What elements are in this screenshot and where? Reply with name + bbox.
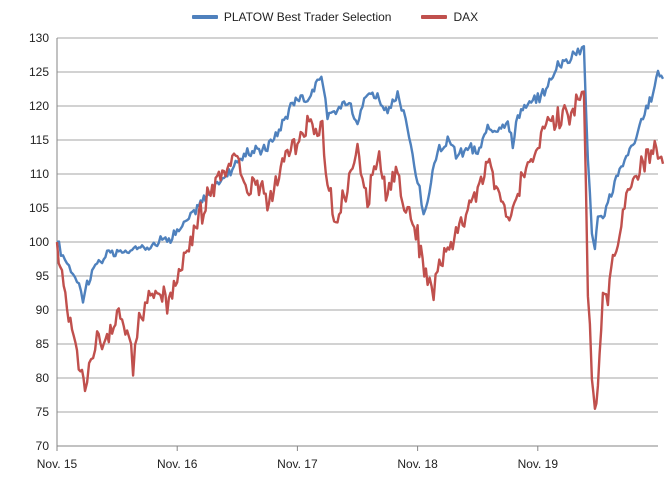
y-tick-label-80: 80 xyxy=(36,371,50,385)
y-tick-label-130: 130 xyxy=(29,31,49,45)
legend-swatch-dax xyxy=(421,15,448,19)
y-tick-label-115: 115 xyxy=(30,133,49,147)
x-tick-label-2: Nov. 17 xyxy=(277,457,318,471)
legend-item-dax: DAX xyxy=(421,10,478,24)
legend: PLATOW Best Trader Selection DAX xyxy=(0,10,670,24)
x-tick-label-0: Nov. 15 xyxy=(37,457,78,471)
y-tick-label-110: 110 xyxy=(30,167,49,181)
y-tick-label-70: 70 xyxy=(36,439,50,453)
y-tick-label-95: 95 xyxy=(36,269,50,283)
y-tick-label-120: 120 xyxy=(29,99,49,113)
y-tick-label-85: 85 xyxy=(36,337,50,351)
x-tick-label-1: Nov. 16 xyxy=(157,457,198,471)
x-tick-label-3: Nov. 18 xyxy=(397,457,438,471)
legend-label-dax: DAX xyxy=(453,10,479,24)
x-tick-label-4: Nov. 19 xyxy=(518,457,559,471)
series-line-platow xyxy=(56,45,665,304)
y-tick-label-100: 100 xyxy=(29,235,49,249)
y-tick-label-90: 90 xyxy=(36,303,50,317)
legend-swatch-platow xyxy=(191,15,218,19)
series-line-dax xyxy=(55,90,665,410)
y-tick-label-75: 75 xyxy=(36,405,50,419)
legend-item-platow: PLATOW Best Trader Selection xyxy=(191,10,392,24)
legend-label-platow: PLATOW Best Trader Selection xyxy=(223,10,392,24)
y-tick-label-125: 125 xyxy=(29,65,49,79)
y-tick-label-105: 105 xyxy=(29,201,49,215)
